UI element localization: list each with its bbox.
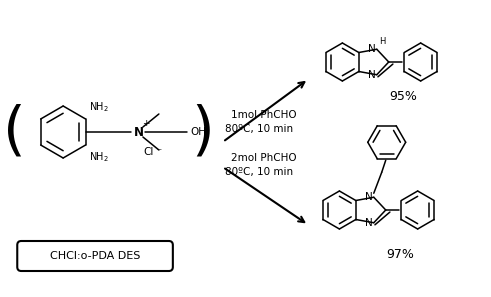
- Text: 2mol PhCHO: 2mol PhCHO: [231, 153, 296, 163]
- Text: ): ): [191, 103, 214, 160]
- Text: (: (: [3, 103, 26, 160]
- Text: 80ºC, 10 min: 80ºC, 10 min: [225, 124, 293, 134]
- Text: 95%: 95%: [389, 91, 417, 103]
- Text: CHCl:o-PDA DES: CHCl:o-PDA DES: [50, 251, 140, 261]
- Text: 1mol PhCHO: 1mol PhCHO: [231, 110, 296, 120]
- FancyBboxPatch shape: [17, 241, 173, 271]
- Text: N: N: [365, 218, 373, 228]
- Text: N: N: [365, 192, 373, 202]
- Text: H: H: [379, 37, 385, 46]
- Text: ⁻: ⁻: [156, 147, 161, 157]
- Text: N: N: [134, 126, 144, 138]
- Text: +: +: [142, 119, 150, 129]
- Text: Cl: Cl: [143, 147, 153, 157]
- Text: N: N: [368, 44, 376, 54]
- Text: OH: OH: [191, 127, 207, 137]
- Text: N: N: [137, 109, 138, 110]
- Text: NH$_2$: NH$_2$: [88, 100, 109, 114]
- Text: N: N: [368, 70, 376, 80]
- Text: NH$_2$: NH$_2$: [88, 150, 109, 164]
- Text: 97%: 97%: [386, 249, 414, 261]
- Text: 80ºC, 10 min: 80ºC, 10 min: [225, 167, 293, 177]
